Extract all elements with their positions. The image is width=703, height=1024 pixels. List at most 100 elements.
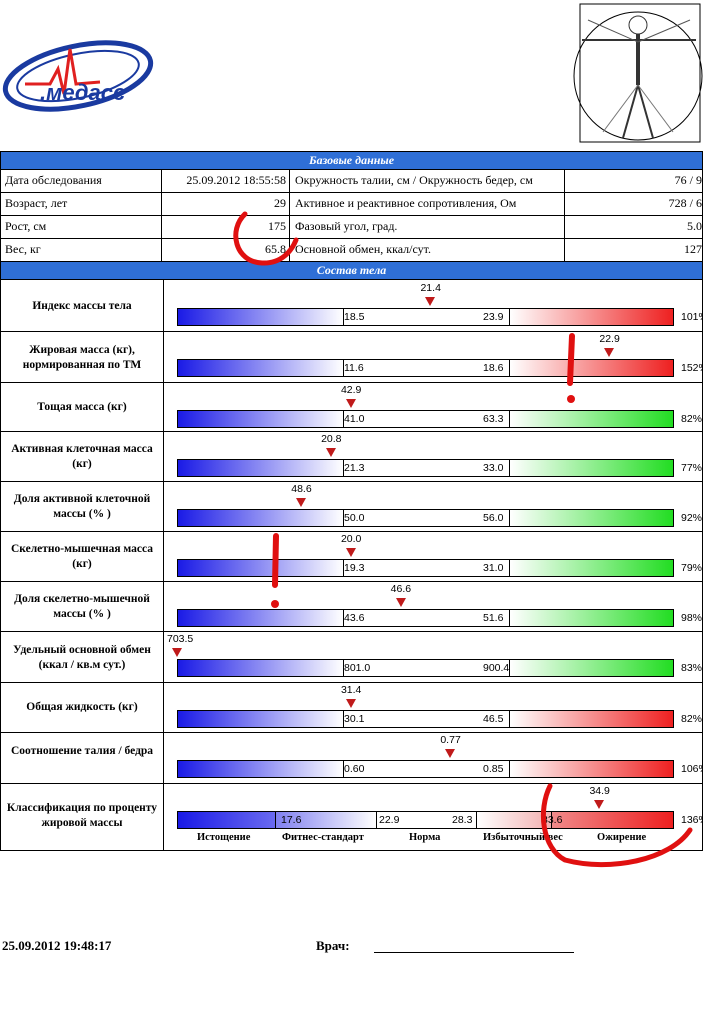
medass-logo: .медасс — [2, 40, 154, 112]
row-label: Общая жидкость (кг) — [26, 701, 138, 713]
basic-right-value: 127 — [684, 242, 702, 256]
row-label: Соотношение талия / бедра — [10, 744, 154, 757]
range-high: 46.5 — [483, 713, 504, 725]
range-bar — [177, 559, 674, 577]
range-low: 18.5 — [344, 311, 365, 323]
composition-row: Соотношение талия / бедра 0.60 0.85 106% 0.7… — [1, 732, 703, 784]
range-high: 31.0 — [483, 562, 504, 574]
range-low: 19.3 — [344, 562, 365, 574]
range-low: 21.3 — [344, 462, 365, 474]
above-range-segment — [510, 560, 673, 576]
range-bar — [177, 410, 674, 428]
basic-left-label: Возраст, лет — [5, 196, 68, 210]
value-marker — [296, 498, 307, 507]
value-marker — [395, 598, 406, 607]
above-range-segment — [510, 460, 673, 476]
basic-left-value: 175 — [268, 219, 286, 233]
composition-row: Скелетно-мышечная масса (кг) 19.3 31.0 79% 2… — [1, 531, 702, 582]
basic-right-value: 728 / 6 — [668, 196, 702, 210]
row-label: Доля скелетно-мышечной массы (% ) — [14, 593, 150, 620]
basic-right-label: Окружность талии, см / Окружность бедер,… — [295, 173, 533, 187]
percent-of-norm: 83% — [681, 662, 703, 674]
basic-row: Возраст, лет 29 Активное и реактивное сопр… — [1, 193, 703, 216]
above-range-segment — [510, 411, 673, 427]
class-name: Фитнес-стандарт — [282, 832, 364, 843]
range-low: 50.0 — [344, 512, 365, 524]
below-range-segment — [178, 560, 343, 576]
basic-row: Вес, кг 65.8 Основной обмен, ккал/сут. 127 — [1, 239, 703, 261]
above-range-segment — [510, 510, 673, 526]
class-name: Истощение — [197, 832, 251, 843]
composition-row: Жировая масса (кг), нормированная по ТМ 1… — [1, 331, 703, 383]
above-range-segment — [510, 660, 673, 676]
range-high: 56.0 — [483, 512, 504, 524]
measured-value: 20.8 — [321, 433, 342, 445]
basic-left-value: 25.09.2012 18:55:58 — [186, 173, 286, 187]
value-marker — [604, 348, 615, 357]
measured-value: 48.6 — [291, 483, 312, 495]
value-marker — [326, 448, 337, 457]
class-name: Норма — [409, 832, 441, 843]
composition-row: Удельный основной обмен (ккал / кв.м сут… — [1, 631, 702, 683]
row-label: Скелетно-мышечная масса (кг) — [10, 543, 154, 570]
range-bar — [177, 710, 674, 728]
below-range-segment — [178, 360, 343, 376]
basic-right-label: Фазовый угол, град. — [295, 219, 398, 233]
basic-row: Дата обследования 25.09.2012 18:55:58 Окру… — [1, 170, 703, 193]
range-low: 30.1 — [344, 713, 365, 725]
row-label: Тощая масса (кг) — [37, 400, 127, 413]
logo-text: .медасс — [40, 80, 125, 105]
value-marker — [445, 749, 456, 758]
below-range-segment — [178, 510, 343, 526]
range-bar — [177, 760, 674, 778]
normal-range-segment — [343, 460, 510, 476]
basic-left-value: 29 — [274, 196, 286, 210]
class-threshold: 33.6 — [542, 814, 563, 826]
row-label: Доля активной клеточной массы (% ) — [13, 493, 151, 520]
normal-range-segment — [343, 761, 510, 777]
below-range-segment — [178, 610, 343, 626]
basic-data-title: Базовые данные — [1, 152, 702, 170]
percent-of-norm: 92% — [681, 512, 703, 524]
basic-right-label: Основной обмен, ккал/сут. — [295, 242, 431, 256]
range-high: 0.85 — [483, 763, 504, 775]
doctor-signature-line — [374, 952, 574, 953]
percent-of-norm: 79% — [681, 562, 703, 574]
below-range-segment — [178, 711, 343, 727]
composition-row: Тощая масса (кг) 41.0 63.3 82% 42.9 — [1, 382, 702, 432]
class-segment — [376, 812, 476, 828]
range-low: 801.0 — [344, 662, 371, 674]
normal-range-segment — [343, 711, 510, 727]
value-marker — [594, 800, 605, 809]
range-low: 0.60 — [344, 763, 365, 775]
measured-value: 21.4 — [420, 282, 441, 294]
percent-of-norm: 82% — [681, 713, 703, 725]
row-label: Жировая масса (кг), нормированная по ТМ — [22, 343, 142, 371]
class-segment — [475, 812, 551, 828]
percent-of-norm: 82% — [681, 413, 703, 425]
basic-left-label: Рост, см — [5, 219, 47, 233]
range-high: 33.0 — [483, 462, 504, 474]
above-range-segment — [510, 711, 673, 727]
class-threshold: 17.6 — [281, 814, 302, 826]
classification-row: Классификация по проценту жировой массы 1… — [1, 783, 703, 848]
range-high: 23.9 — [483, 311, 504, 323]
normal-range-segment — [343, 510, 510, 526]
basic-data-table: Базовые данные Дата обследования 25.09.20… — [0, 151, 703, 262]
percent-of-norm: 106% — [681, 763, 703, 775]
measured-value: 46.6 — [390, 583, 412, 595]
print-datetime: 25.09.2012 19:48:17 — [2, 938, 112, 953]
measured-value: 31.4 — [340, 684, 362, 696]
below-range-segment — [178, 761, 343, 777]
below-range-segment — [178, 460, 343, 476]
row-label: Активная клеточная масса (кг) — [11, 443, 153, 470]
class-segment — [550, 812, 673, 828]
below-range-segment — [178, 660, 343, 676]
percent-of-norm: 101% — [681, 311, 703, 323]
composition-row: Доля активной клеточной массы (% ) 50.0 56… — [1, 481, 702, 532]
above-range-segment — [510, 610, 673, 626]
measured-value: 42.9 — [340, 384, 362, 396]
row-label: Классификация по проценту жировой массы — [6, 802, 158, 829]
normal-range-segment — [343, 560, 510, 576]
range-bar — [177, 308, 674, 326]
